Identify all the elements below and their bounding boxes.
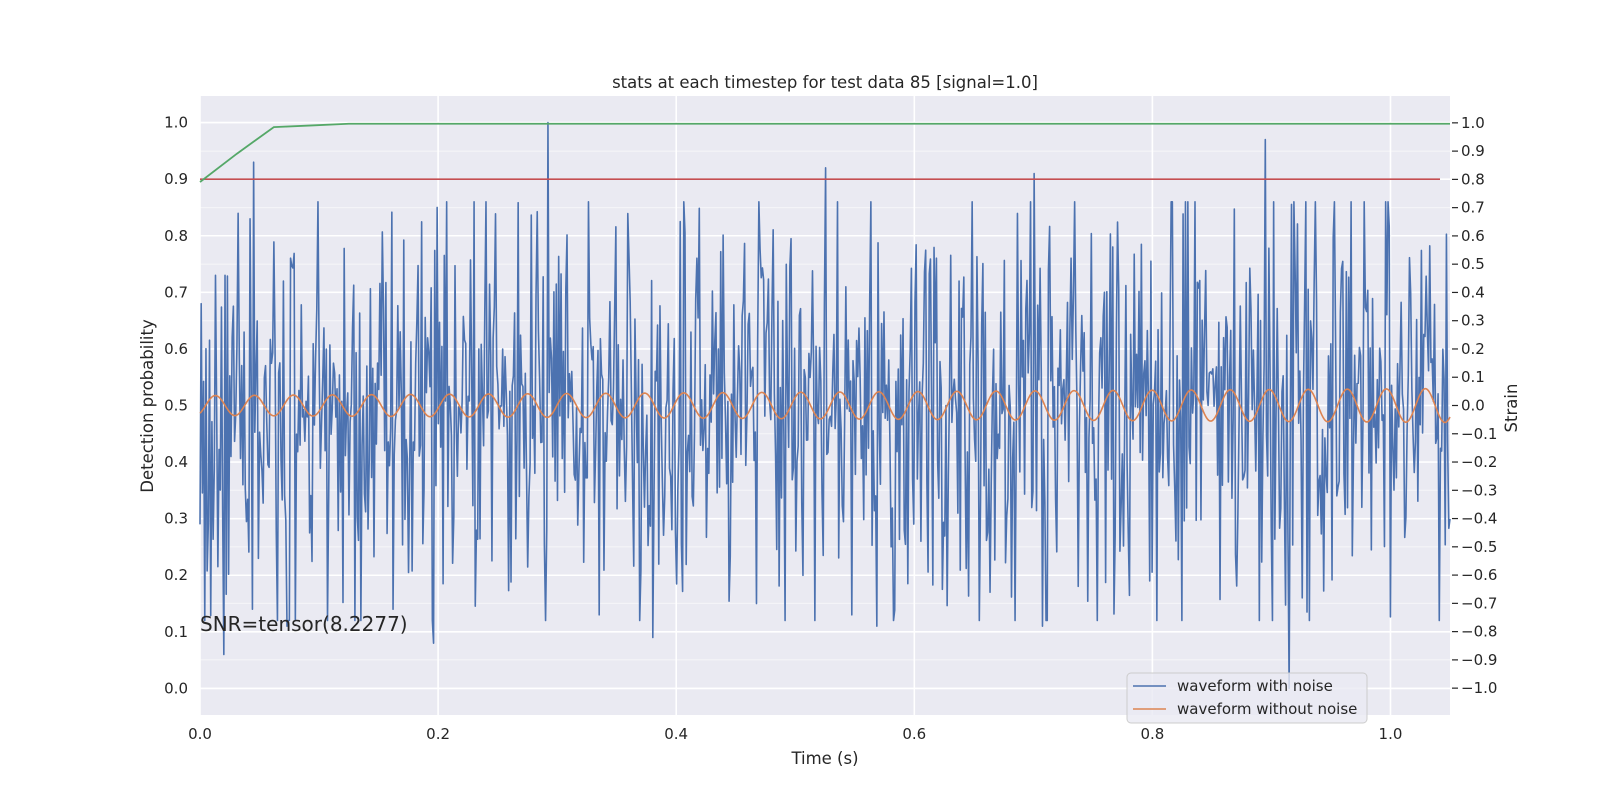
y2-tick-label: 0.5	[1461, 255, 1485, 273]
y2-tick-label: 0.1	[1461, 368, 1485, 386]
y2-tick-label: −0.6	[1461, 566, 1497, 584]
detection-probability-line	[199, 122, 1450, 183]
y2-tick-label: 1.0	[1461, 114, 1485, 132]
y2-tick-label: −0.3	[1461, 481, 1497, 499]
y-tick-label: 0.1	[164, 623, 188, 641]
x-tick-label: 0.0	[188, 725, 212, 743]
y2-tick-label: 0.8	[1461, 170, 1485, 188]
y2-tick-label: 0.3	[1461, 312, 1485, 330]
series-waveform-without-noise	[199, 387, 1451, 424]
x-tick-label: 0.6	[902, 725, 926, 743]
y2-tick-label: 0.7	[1461, 199, 1485, 217]
y2-tick-label: 0.9	[1461, 142, 1485, 160]
y2-tick-label: −1.0	[1461, 679, 1497, 697]
y-tick-label: 0.6	[164, 340, 188, 358]
y2-tick-label: 0.0	[1461, 397, 1485, 415]
y-tick-label: 0.5	[164, 397, 188, 415]
y-tick-label: 0.3	[164, 510, 188, 528]
y-tick-label: 0.8	[164, 227, 188, 245]
x-tick-label: 0.8	[1140, 725, 1164, 743]
x-axis-title: Time (s)	[790, 749, 858, 768]
y-tick-label: 0.2	[164, 566, 188, 584]
y-axis-title: Detection probability	[138, 319, 157, 493]
y-tick-label: 0.0	[164, 679, 188, 697]
legend-label-noise: waveform with noise	[1177, 677, 1333, 695]
x-tick-label: 1.0	[1379, 725, 1403, 743]
x-tick-label: 0.4	[664, 725, 688, 743]
y2-tick-label: −0.5	[1461, 538, 1497, 556]
ticks: 0.0 0.2 0.4 0.6 0.8 1.0 0.0 0.1 0.2 0.3 0.4 0.5 0.6 0…	[164, 114, 1497, 743]
y2-tick-label: 0.2	[1461, 340, 1485, 358]
overlay-layer	[199, 122, 1450, 183]
y2-tick-label: 0.4	[1461, 283, 1485, 301]
clean-series-layer	[199, 387, 1451, 424]
chart-title: stats at each timestep for test data 85 …	[612, 73, 1038, 92]
y2-tick-label: −0.8	[1461, 623, 1497, 641]
y2-tick-label: 0.6	[1461, 227, 1485, 245]
y-tick-label: 0.9	[164, 170, 188, 188]
x-tick-label: 0.2	[426, 725, 450, 743]
legend-frame	[1126, 672, 1368, 724]
snr-annotation: SNR=tensor(8.2277)	[200, 612, 408, 636]
y2-tick-label: −0.1	[1461, 425, 1497, 443]
y-tick-label: 0.4	[164, 453, 188, 471]
legend-label-clean: waveform without noise	[1177, 700, 1357, 718]
y-tick-label: 1.0	[164, 114, 188, 132]
y2-axis-title: Strain	[1502, 384, 1521, 433]
y-tick-label: 0.7	[164, 283, 188, 301]
y2-tick-label: −0.2	[1461, 453, 1497, 471]
y2-tick-label: −0.9	[1461, 651, 1497, 669]
y2-tick-label: −0.7	[1461, 594, 1497, 612]
y2-tick-label: −0.4	[1461, 510, 1497, 528]
legend: waveform with noise waveform without noi…	[1126, 672, 1368, 724]
